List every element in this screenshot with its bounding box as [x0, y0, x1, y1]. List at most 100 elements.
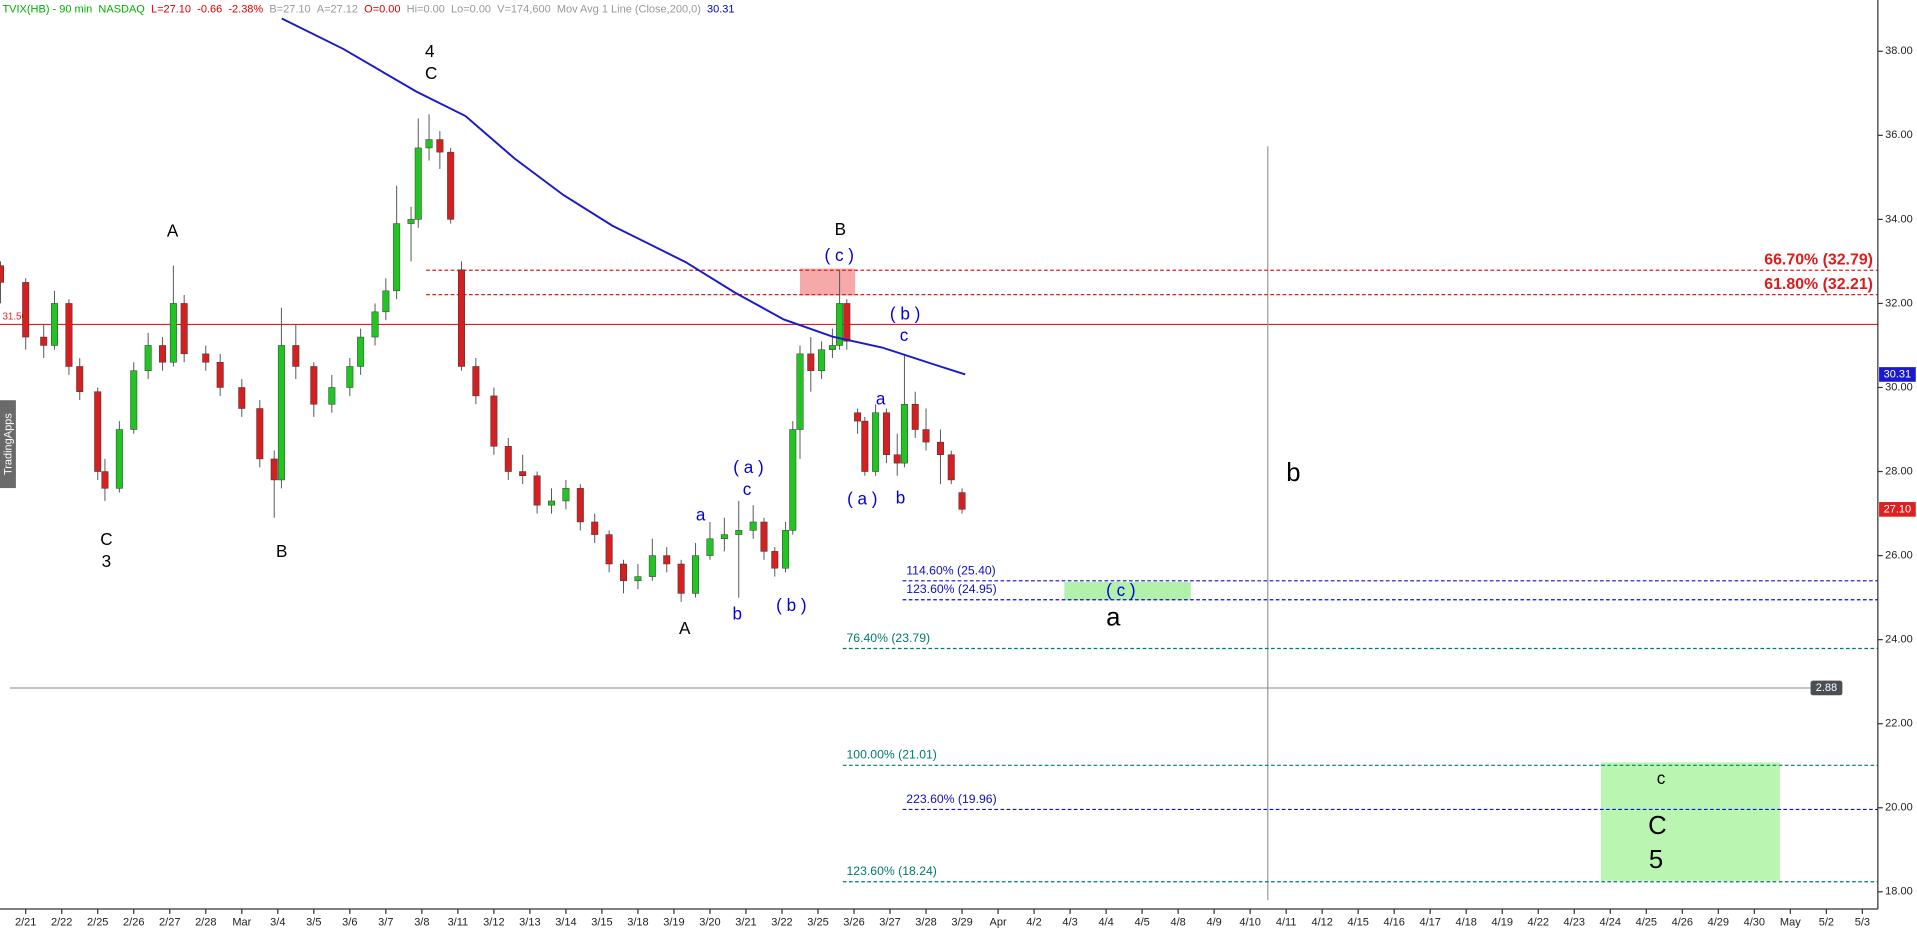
candle-body: [357, 336, 365, 367]
candle-body: [436, 139, 444, 153]
wave-label: b: [733, 604, 743, 623]
plot-area: 31.50 66.70% (32.79) 61.80% (32.21) 114.60%…: [0, 17, 1878, 901]
x-tick-label: 4/19: [1492, 916, 1513, 928]
candle-body: [872, 412, 880, 472]
wave-label: a: [696, 506, 706, 525]
wave-label: B: [835, 220, 846, 239]
candle-body: [634, 576, 642, 582]
candle-body: [65, 303, 73, 367]
candle-body: [789, 429, 797, 531]
candle-body: [328, 387, 336, 405]
candle-body: [270, 458, 278, 481]
candle-body: [782, 530, 790, 569]
wave-label: A: [167, 222, 179, 241]
candle-body: [414, 147, 422, 220]
header-item: -2.38%: [228, 4, 263, 16]
x-tick-label: 4/16: [1383, 916, 1404, 928]
candle-body: [51, 303, 59, 346]
candle-body: [911, 404, 919, 430]
candle-body: [893, 454, 901, 464]
candle-body: [900, 404, 908, 464]
wave-label: ( c ): [1106, 581, 1135, 600]
candle-body: [101, 471, 109, 489]
candle-body: [663, 555, 671, 565]
x-tick-label: 3/21: [735, 916, 756, 928]
x-tick-label: 3/26: [843, 916, 864, 928]
y-tick-label: 34.00: [1885, 213, 1913, 225]
x-tick-label: 4/29: [1708, 916, 1729, 928]
candle-body: [216, 362, 224, 388]
x-tick-label: 4/12: [1311, 916, 1332, 928]
fib-level-label: 123.60% (18.24): [847, 864, 937, 878]
x-tick-label: 3/22: [771, 916, 792, 928]
candle-body: [771, 551, 779, 569]
candle-body: [202, 353, 210, 363]
x-tick-label: 3/4: [270, 916, 285, 928]
x-tick-label: 4/3: [1062, 916, 1077, 928]
x-tick-label: 2/27: [159, 916, 180, 928]
wave-label: C: [1648, 812, 1667, 840]
header: TVIX(HB) - 90 min NASDAQ L=27.10 -0.66 -2.38…: [2, 4, 734, 16]
zone: [1064, 582, 1191, 601]
candle-body: [605, 534, 613, 565]
candle-body: [447, 151, 455, 220]
candle-body: [576, 488, 584, 523]
zone: [799, 268, 856, 296]
x-tick-label: 3/12: [483, 916, 504, 928]
x-tick-label: 3/6: [342, 916, 357, 928]
candle-body: [720, 534, 728, 540]
header-item: A=27.12: [317, 4, 358, 16]
header-item: L=27.10: [151, 4, 191, 16]
header-item: Mov Avg 1 Line (Close,200,0): [557, 4, 701, 16]
wave-label: c: [900, 326, 909, 345]
price-tag: 27.10: [1884, 503, 1912, 515]
candle-body: [346, 366, 354, 388]
candle-body: [40, 336, 48, 346]
x-tick-label: 4/15: [1347, 916, 1368, 928]
price-tag: 30.31: [1884, 368, 1912, 380]
candle-body: [115, 429, 123, 489]
axes: 18.00 20.00 22.00 24.00 26.00 28.00 30.00 32.00…: [15, 45, 1913, 928]
red-line-label: 31.50: [2, 312, 27, 323]
x-tick-label: 5/3: [1855, 916, 1870, 928]
y-tick-label: 30.00: [1885, 381, 1913, 393]
candle-body: [591, 521, 599, 535]
candle-body: [180, 303, 188, 355]
candle-body: [706, 538, 714, 556]
header-item: V=174,600: [497, 4, 551, 16]
candle-body: [958, 492, 966, 510]
candle-body: [292, 345, 300, 367]
candle-body: [130, 370, 138, 430]
x-tick-label: 2/26: [123, 916, 144, 928]
candle-body: [760, 521, 768, 552]
candle-body: [807, 353, 815, 371]
candle-body: [620, 563, 628, 582]
candle-body: [735, 530, 743, 535]
header-item: 30.31: [707, 4, 735, 16]
candle-body: [922, 429, 930, 443]
candle-body: [0, 265, 4, 283]
header-item: -0.66: [197, 4, 222, 16]
x-tick-label: 3/29: [951, 916, 972, 928]
candle-body: [796, 353, 804, 430]
candle-body: [94, 391, 102, 472]
wave-label: ( b ): [776, 596, 806, 615]
y-tick-label: 22.00: [1885, 718, 1913, 730]
x-tick-label: 3/7: [378, 916, 393, 928]
candle-body: [882, 412, 890, 455]
candle-body: [490, 395, 498, 447]
candle-body: [457, 269, 465, 367]
x-tick-label: 3/18: [627, 916, 648, 928]
x-tick-label: 2/25: [87, 916, 108, 928]
fib-level-label: 114.60% (25.40): [906, 563, 995, 577]
x-tick-label: 3/13: [519, 916, 540, 928]
wave-label: ( b ): [890, 304, 920, 323]
x-tick-label: 3/8: [414, 916, 429, 928]
candle-body: [310, 366, 318, 405]
candle-body: [749, 521, 757, 531]
header-item: B=27.10: [269, 4, 310, 16]
x-tick-label: 3/11: [448, 916, 469, 928]
wave-label: A: [679, 619, 691, 638]
